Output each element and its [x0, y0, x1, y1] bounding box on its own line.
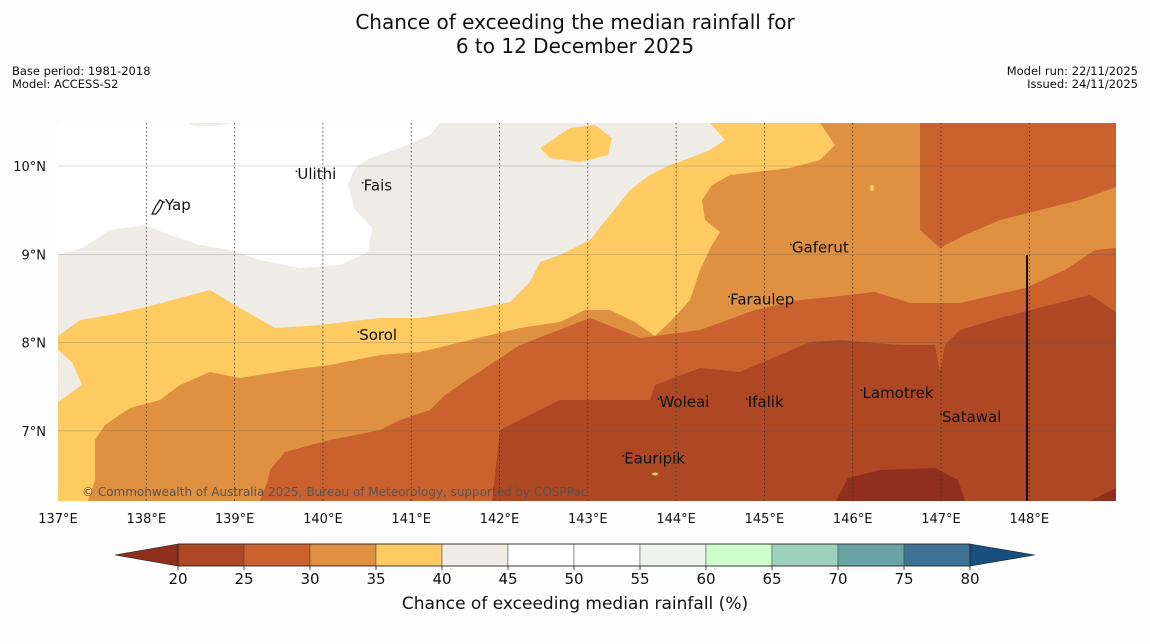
place-marker [163, 201, 165, 204]
lon-tick-label: 147°E [921, 512, 961, 527]
colorbar-extend-high [969, 543, 1036, 567]
lon-tick-label: 146°E [833, 512, 873, 527]
place-label-gaferut: Gaferut [792, 239, 849, 257]
place-marker [295, 170, 298, 173]
colorbar-tick-label: 35 [366, 570, 385, 588]
lat-tick-label: 8°N [22, 337, 47, 352]
colorbar-tick-label: 55 [630, 570, 649, 588]
place-labels: Ulithi Fais Yap Gaferut Faraulep Sorol Lamotre… [163, 165, 1001, 468]
colorbar-segment [243, 543, 311, 567]
place-label-satawal: Satawal [942, 408, 1001, 426]
place-marker [789, 243, 792, 246]
island-speck [870, 185, 874, 191]
colorbar-segment [309, 543, 377, 567]
colorbar-segment [177, 543, 245, 567]
colorbar-extend-low [114, 543, 179, 567]
lon-tick-label: 142°E [480, 512, 520, 527]
lon-tick-label: 148°E [1010, 512, 1050, 527]
place-label-sorol: Sorol [359, 326, 397, 344]
colorbar-tick-label: 30 [300, 570, 319, 588]
colorbar-segment [639, 543, 707, 567]
place-marker [745, 398, 748, 400]
colorbar-segment [837, 543, 905, 567]
place-marker [357, 331, 360, 333]
place-label-eauripik: Eauripik [624, 450, 685, 468]
band-20-25-patch-east [1090, 488, 1116, 501]
band-20-25-patch [836, 468, 965, 501]
lat-tick-label: 10°N [13, 160, 46, 175]
place-label-woleai: Woleai [659, 393, 709, 411]
lon-tick-label: 139°E [215, 512, 255, 527]
place-marker [728, 295, 730, 298]
colorbar-segment [441, 543, 509, 567]
band-35-40-patch [540, 125, 612, 162]
colorbar-tick-label: 25 [234, 570, 253, 588]
meta-left: Base period: 1981-2018 Model: ACCESS-S2 [12, 65, 151, 91]
meta-right: Model run: 22/11/2025 Issued: 24/11/2025 [1007, 65, 1138, 91]
model-name: Model: ACCESS-S2 [12, 77, 119, 91]
issued-date: Issued: 24/11/2025 [1027, 77, 1138, 91]
colorbar-tick-label: 75 [894, 570, 913, 588]
place-marker [657, 398, 660, 400]
colorbar-tick-label: 80 [960, 570, 979, 588]
place-label-lamotrek: Lamotrek [863, 384, 934, 402]
place-marker [940, 413, 942, 415]
place-label-ulithi: Ulithi [297, 165, 336, 183]
probability-contours [58, 123, 1116, 501]
map-title-line1: Chance of exceeding the median rainfall … [355, 10, 795, 34]
band-45-55 [58, 123, 440, 268]
lon-tick-label: 137°E [38, 512, 78, 527]
island-speck-2 [652, 472, 658, 476]
yap-island-outline [151, 199, 164, 215]
colorbar-segment [375, 543, 443, 567]
lon-tick-label: 138°E [127, 512, 167, 527]
lat-tick-label: 9°N [22, 248, 47, 263]
colorbar-tick-label: 20 [168, 570, 187, 588]
map-title-line2: 6 to 12 December 2025 [455, 34, 695, 58]
colorbar-tick-label: 45 [498, 570, 517, 588]
colorbar-tick-label: 40 [432, 570, 451, 588]
place-label-ifalik: Ifalik [748, 393, 784, 411]
place-label-yap: Yap [164, 196, 191, 214]
model-run: Model run: 22/11/2025 [1006, 64, 1138, 78]
lon-tick-label: 143°E [568, 512, 608, 527]
colorbar-segment [771, 543, 839, 567]
lat-tick-label: 7°N [22, 425, 47, 440]
colorbar-tick-label: 50 [564, 570, 583, 588]
place-marker [622, 454, 625, 457]
colorbar-segment [573, 543, 641, 567]
colorbar-tick-label: 70 [828, 570, 847, 588]
colorbar-segment [903, 543, 971, 567]
lon-tick-label: 145°E [745, 512, 785, 527]
lon-tick-label: 140°E [303, 512, 343, 527]
graticule [58, 123, 1116, 501]
colorbar: 20 25 30 35 40 45 50 55 60 65 70 75 80 [114, 543, 1036, 588]
place-label-fais: Fais [364, 177, 393, 195]
colorbar-segment [705, 543, 773, 567]
lon-tick-label: 144°E [656, 512, 696, 527]
band-45-55-patch [188, 123, 230, 126]
place-label-faraulep: Faraulep [730, 291, 794, 309]
lon-tick-label: 141°E [391, 512, 431, 527]
axis-labels: 10°N 9°N 8°N 7°N 137°E 138°E 139°E 140°E 141°E 14… [13, 160, 1049, 527]
base-period: Base period: 1981-2018 [12, 64, 151, 78]
colorbar-segment [507, 543, 575, 567]
copyright-notice: © Commonwealth of Australia 2025, Bureau… [82, 485, 587, 499]
colorbar-tick-label: 60 [696, 570, 715, 588]
place-marker [361, 181, 364, 184]
place-marker [860, 389, 863, 392]
colorbar-tick-label: 65 [762, 570, 781, 588]
colorbar-label: Chance of exceeding median rainfall (%) [401, 594, 749, 614]
